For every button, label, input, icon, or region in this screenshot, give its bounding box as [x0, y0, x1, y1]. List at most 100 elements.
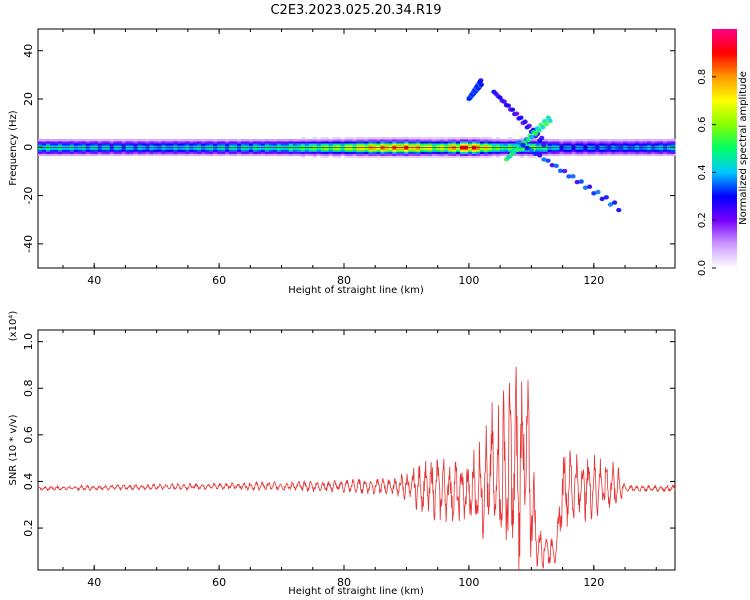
heatmap-cell — [364, 147, 369, 150]
heatmap-cell — [607, 153, 612, 156]
heatmap-cell — [643, 147, 648, 150]
heatmap-cell — [241, 145, 246, 148]
heatmap-cell — [157, 145, 162, 148]
heatmap-cell — [448, 155, 453, 159]
heatmap-cell — [308, 145, 314, 148]
heatmap-cell — [587, 149, 592, 152]
heatmap-cell — [316, 153, 322, 156]
heatmap-cell — [109, 153, 115, 156]
heatmap-cell — [663, 145, 668, 148]
heatmap-cell — [185, 151, 190, 154]
heatmap-feature-upper-streak — [466, 78, 485, 102]
heatmap-cell — [304, 141, 310, 144]
heatmap-feature-point — [566, 174, 572, 179]
heatmap-cell — [173, 145, 178, 148]
heatmap-cell — [161, 151, 166, 154]
heatmap-cell — [547, 153, 552, 156]
heatmap-cell — [420, 136, 425, 140]
heatmap-cell — [448, 139, 453, 142]
heatmap-cell — [117, 143, 123, 146]
heatmap-cell — [380, 141, 385, 144]
heatmap-cell — [587, 145, 592, 148]
heatmap-cell — [452, 141, 457, 144]
heatmap-cell — [264, 139, 270, 142]
heatmap-cell — [404, 136, 409, 140]
heatmap-cell — [495, 145, 501, 148]
heatmap-cell — [659, 151, 664, 154]
heatmap-cell — [340, 143, 345, 146]
heatmap-cell — [125, 145, 130, 148]
heatmap-cell — [639, 149, 644, 152]
heatmap-cell — [276, 147, 282, 150]
heatmap-cell — [137, 141, 142, 144]
colorbar-tick-label: 0.4 — [697, 164, 708, 180]
heatmap-cell — [615, 151, 620, 154]
heatmap-cell — [348, 141, 353, 144]
heatmap-cell — [416, 136, 421, 140]
heatmap-cell — [260, 139, 266, 142]
heatmap-feature-point — [591, 191, 597, 196]
heatmap-cell — [336, 151, 341, 154]
heatmap-cell — [288, 147, 294, 150]
heatmap-cell — [364, 139, 369, 142]
heatmap-cell — [193, 147, 198, 150]
heatmap-cell — [571, 141, 576, 144]
heatmap-cell — [519, 149, 525, 152]
heatmap-cell — [249, 149, 254, 152]
heatmap-cell — [428, 143, 433, 146]
heatmap-cell — [380, 147, 385, 150]
heatmap-cell — [360, 143, 365, 146]
heatmap-cell — [647, 149, 652, 152]
snr-xlabel: Height of straight line (km) — [288, 586, 424, 597]
heatmap-cell — [316, 147, 322, 150]
heatmap-cell — [189, 149, 194, 152]
heatmap-cell — [615, 141, 620, 144]
heatmap-cell — [157, 143, 162, 146]
heatmap-cell — [527, 143, 533, 146]
heatmap-cell — [444, 155, 449, 159]
heatmap-cell — [165, 153, 170, 156]
heatmap-cell — [531, 141, 537, 144]
heatmap-cell — [392, 151, 397, 154]
heatmap-cell — [348, 151, 353, 154]
colorbar-tick-label: 0.0 — [697, 260, 708, 276]
heatmap-cell — [312, 149, 318, 152]
heatmap-cell — [615, 139, 620, 142]
figure-title: C2E3.2023.025.20.34.R19 — [270, 3, 441, 18]
heatmap-cell — [233, 139, 238, 142]
heatmap-cell — [623, 143, 628, 146]
heatmap-cell — [364, 141, 369, 144]
heatmap-cell — [312, 147, 318, 150]
heatmap-feature-point — [562, 168, 568, 174]
heatmap-cell — [97, 139, 103, 142]
heatmap-cell — [460, 155, 465, 159]
heatmap-cell — [308, 153, 314, 156]
heatmap-cell — [169, 153, 174, 156]
heatmap-cell — [452, 151, 457, 154]
heatmap-cell — [567, 147, 572, 150]
heatmap-cell — [428, 141, 433, 144]
heatmap-cell — [137, 149, 142, 152]
heatmap-cell — [376, 153, 381, 156]
heatmap-cell — [591, 151, 596, 154]
heatmap-cell — [456, 136, 461, 140]
heatmap-cell — [440, 149, 445, 152]
heatmap-cell — [348, 143, 353, 146]
heatmap-cell — [499, 153, 505, 156]
heatmap-cell — [284, 139, 290, 142]
heatmap-cell — [165, 143, 170, 146]
heatmap-cell — [205, 145, 210, 148]
heatmap-cell — [635, 149, 640, 152]
heatmap-cell — [101, 139, 107, 142]
heatmap-cell — [49, 147, 55, 150]
heatmap-cell — [356, 145, 361, 148]
heatmap-cell — [213, 139, 218, 142]
heatmap-cell — [655, 143, 660, 146]
heatmap-cell — [336, 147, 341, 150]
heatmap-cell — [93, 139, 99, 142]
heatmap-cell — [304, 147, 310, 150]
heatmap-cell — [483, 143, 489, 146]
heatmap-cell — [125, 149, 130, 152]
heatmap-cell — [444, 141, 449, 144]
heatmap-cell — [53, 145, 59, 148]
